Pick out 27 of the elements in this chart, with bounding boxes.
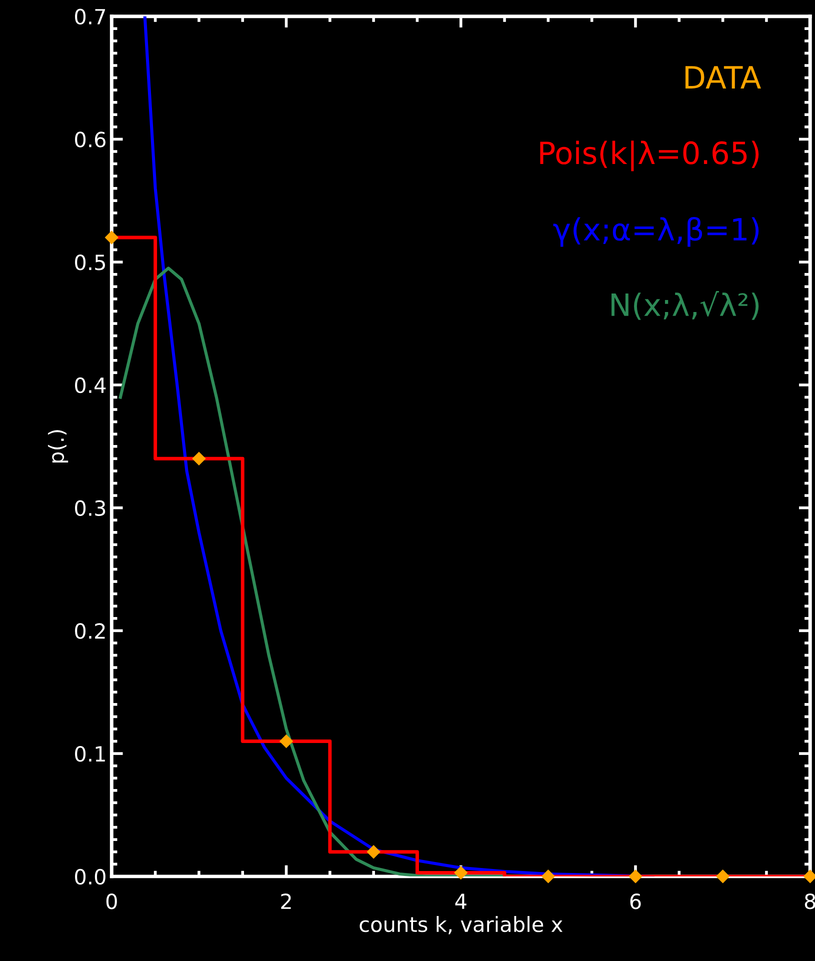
point (280, 734, 293, 748)
point (192, 452, 206, 466)
x-tick-label: 2 (281, 893, 291, 909)
y-tick-label: 0.4 (75, 377, 106, 394)
y-tick-label: 0.0 (75, 868, 106, 885)
y-tick-label: 0.6 (75, 132, 106, 148)
y-tick-label: 0.7 (75, 8, 106, 25)
y-axis-title: p(.) (48, 430, 68, 463)
y-tick-label: 0.2 (75, 623, 105, 639)
x-tick-label: 4 (455, 894, 466, 909)
x-tick-label: 6 (630, 893, 641, 910)
point (716, 870, 730, 884)
point (454, 866, 468, 880)
y-tick-label: 0.3 (75, 500, 106, 516)
text: γ(x;α=λ,β=1) (553, 217, 759, 247)
y-tick-label: 0.5 (75, 254, 105, 270)
point (542, 870, 555, 884)
point (105, 230, 118, 244)
text: N(x;λ,√λ²) (612, 291, 759, 320)
text: DATA (685, 66, 761, 88)
x-tick-label: 0 (106, 893, 117, 910)
text: Pois(k|λ=0.65) (540, 140, 759, 172)
x-axis-title: counts k, variable x (360, 916, 562, 934)
x-tick-label: 8 (804, 893, 815, 910)
y-tick-label: 0.1 (75, 746, 105, 762)
point (366, 845, 380, 858)
point (628, 870, 642, 884)
